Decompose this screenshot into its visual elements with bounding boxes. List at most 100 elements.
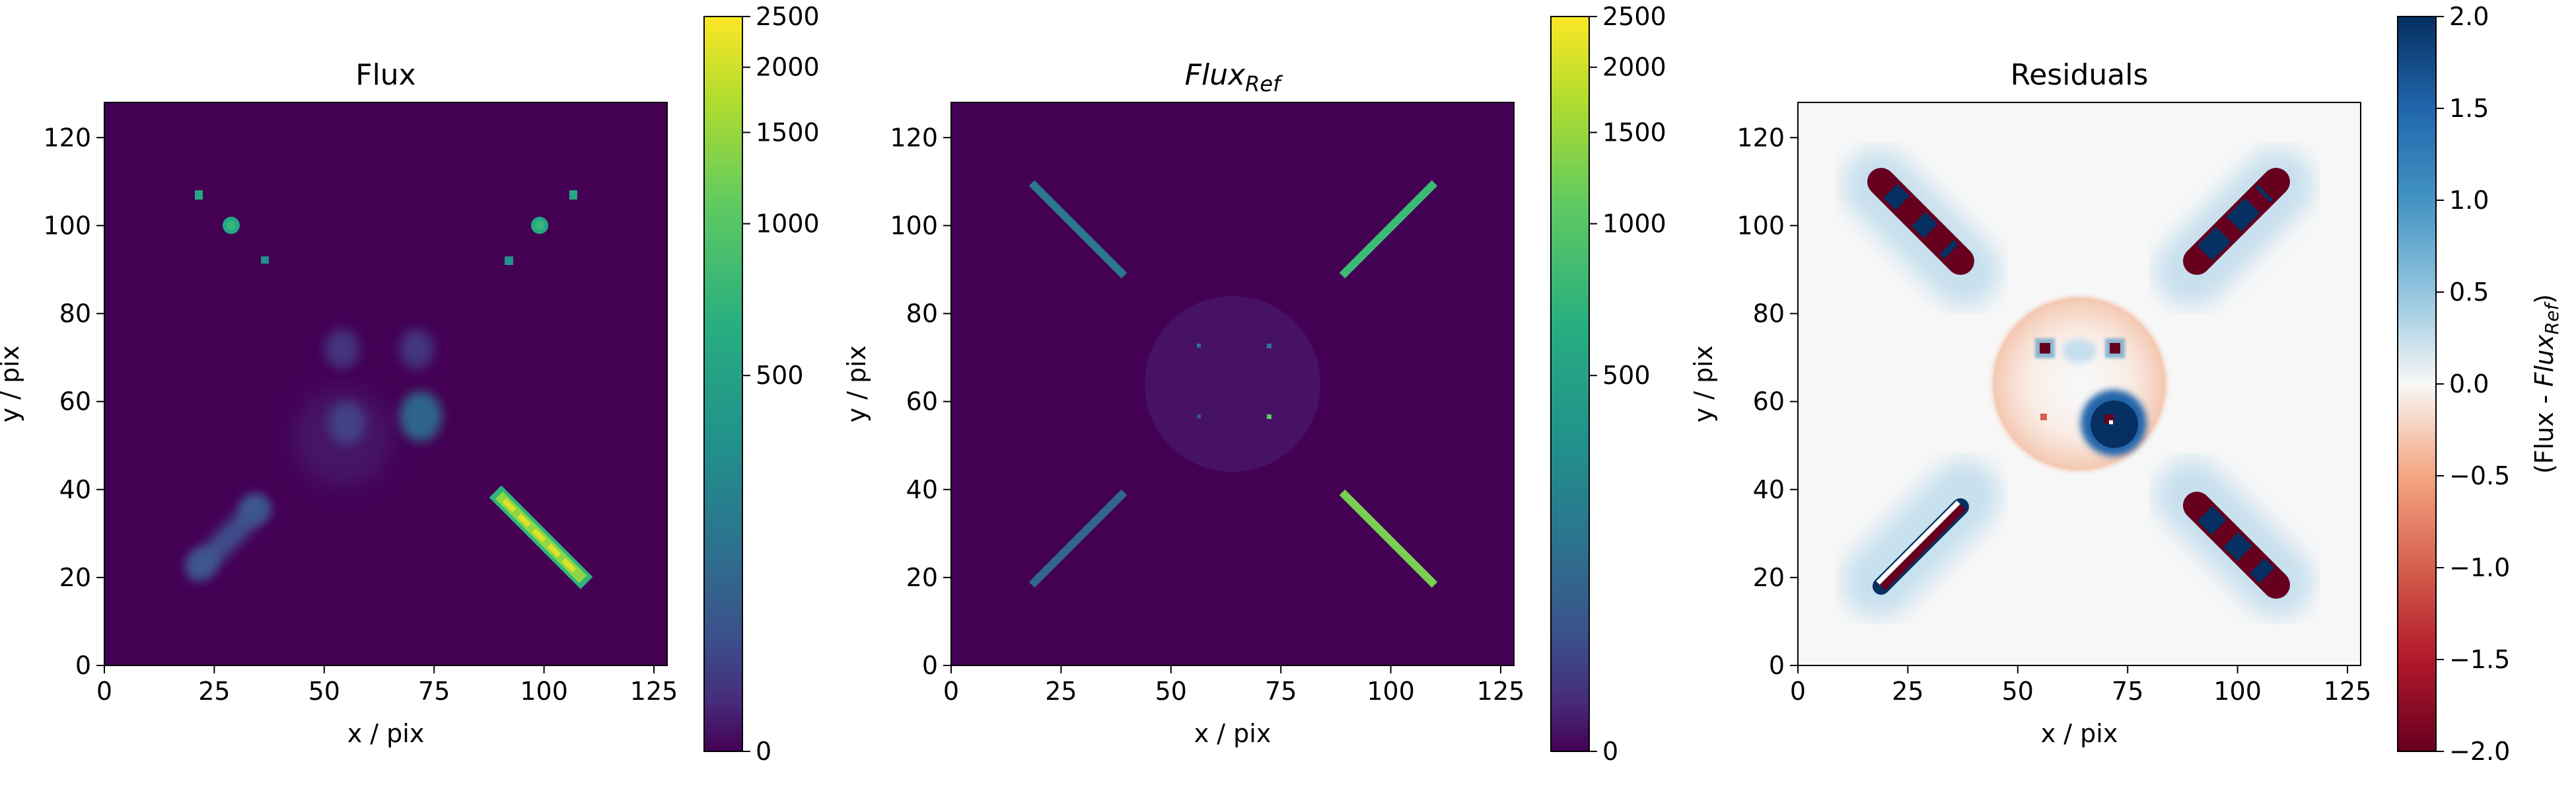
y-axis: 0 20 40 60 80 100 120 xyxy=(890,123,951,680)
plot-frame xyxy=(950,102,1515,666)
residual-pixel xyxy=(2040,343,2050,354)
y-tick-label: 100 xyxy=(890,211,938,240)
blob xyxy=(328,402,365,444)
y-tick-label: 60 xyxy=(1753,387,1785,416)
colorbar-tick-label: 1000 xyxy=(1602,209,1666,239)
y-tick-label: 40 xyxy=(1753,475,1785,504)
panel-title-subscript: Ref xyxy=(1245,71,1283,96)
y-tick-label: 40 xyxy=(59,475,91,504)
panel-title: Residuals xyxy=(2011,58,2149,92)
colorbar-label-suffix: ) xyxy=(2530,294,2559,304)
x-tick-label: 25 xyxy=(1045,677,1077,706)
colorbar-tick-label: 2000 xyxy=(756,53,820,82)
point-source xyxy=(1197,344,1201,348)
y-tick-label: 100 xyxy=(1736,211,1785,240)
x-tick-label: 25 xyxy=(1892,677,1923,706)
residual-pixel xyxy=(2040,414,2047,420)
x-tick-label: 100 xyxy=(520,677,568,706)
colorbar-frame xyxy=(703,16,743,752)
panel-residuals: Residuals xyxy=(1689,58,2371,748)
panel-title-base: Flux xyxy=(1185,58,1246,92)
colorbar-tick-label: 500 xyxy=(756,361,804,390)
y-tick-label: 0 xyxy=(1769,651,1785,680)
colorbar-ticks: 0 500 1000 1500 2000 2500 xyxy=(1589,2,1666,766)
y-tick-label: 40 xyxy=(906,475,938,504)
x-tick-label: 50 xyxy=(1155,677,1187,706)
y-tick-label: 60 xyxy=(906,387,938,416)
streak xyxy=(1028,489,1127,588)
blob xyxy=(400,391,442,441)
y-tick-label: 100 xyxy=(43,211,91,240)
x-axis-label: x / pix xyxy=(347,719,425,748)
heatmap-flux xyxy=(104,102,667,665)
panel-title: Flux xyxy=(355,58,415,92)
y-tick-label: 120 xyxy=(1736,123,1785,152)
x-tick-label: 50 xyxy=(308,677,340,706)
center-blob-core xyxy=(2091,400,2138,448)
y-axis: 0 20 40 60 80 100 120 xyxy=(43,123,104,680)
colorbar-tick-label: 1500 xyxy=(1602,118,1666,147)
streak xyxy=(1339,180,1438,279)
y-axis-label: y / pix xyxy=(842,346,871,423)
y-tick-label: 20 xyxy=(906,563,938,592)
x-tick-label: 125 xyxy=(1477,677,1525,706)
plot-frame xyxy=(104,102,668,666)
x-tick-label: 0 xyxy=(943,677,959,706)
panel-title: FluxRef xyxy=(1185,58,1283,96)
colorbar-flux-ref: 0 500 1000 1500 2000 2500 xyxy=(1550,2,1666,766)
stripe-inner xyxy=(1879,504,1966,591)
streak xyxy=(1339,489,1438,588)
colorbar-label-prefix: (Flux - xyxy=(2530,387,2559,474)
colorbar-label-base: Flux xyxy=(2530,334,2559,387)
bright-streak xyxy=(489,485,593,589)
heatmap-flux-ref xyxy=(951,102,1514,665)
x-tick-label: 50 xyxy=(2002,677,2034,706)
x-tick-label: 125 xyxy=(2324,677,2372,706)
reference-streaks xyxy=(1028,180,1438,588)
colorbar-label: (Flux - FluxRef) xyxy=(2530,294,2563,474)
plot-frame xyxy=(1797,102,2361,666)
point-source xyxy=(1267,414,1271,419)
x-axis-label: x / pix xyxy=(2041,719,2118,748)
y-axis-label: y / pix xyxy=(1689,346,1718,423)
colorbar-tick-label: 1000 xyxy=(756,209,820,239)
y-tick-label: 0 xyxy=(922,651,938,680)
y-tick-label: 80 xyxy=(59,299,91,328)
y-tick-label: 120 xyxy=(43,123,91,152)
colorbar-tick-label: 0.5 xyxy=(2449,278,2489,307)
streak-core xyxy=(502,498,580,576)
y-tick-label: 20 xyxy=(59,563,91,592)
colorbar-tick-label: −1.0 xyxy=(2449,553,2510,582)
point-sources xyxy=(195,190,577,265)
y-tick-label: 20 xyxy=(1753,563,1785,592)
x-tick-label: 100 xyxy=(2213,677,2262,706)
residual-stripes xyxy=(1867,168,2290,599)
colorbar-tick-label: 2.0 xyxy=(2449,2,2489,31)
x-axis: 0 25 50 75 100 125 xyxy=(943,665,1524,706)
point-source xyxy=(505,256,513,265)
x-tick-label: 75 xyxy=(418,677,450,706)
x-tick-label: 25 xyxy=(198,677,230,706)
colorbar-tick-label: 1.0 xyxy=(2449,186,2489,215)
reference-disk xyxy=(1145,296,1320,472)
colorbar-tick-label: −1.5 xyxy=(2449,645,2510,674)
x-tick-label: 100 xyxy=(1367,677,1415,706)
heatmap-residuals xyxy=(1798,102,2361,665)
x-tick-label: 75 xyxy=(2112,677,2143,706)
colorbar-tick-label: 500 xyxy=(1602,361,1651,390)
colorbar-tick-label: −0.5 xyxy=(2449,461,2510,490)
y-tick-label: 80 xyxy=(1753,299,1785,328)
x-tick-label: 75 xyxy=(1265,677,1297,706)
point-source-core xyxy=(535,221,544,230)
colorbar-tick-label: 0.0 xyxy=(2449,369,2489,398)
point-source xyxy=(569,190,577,200)
x-axis: 0 25 50 75 100 125 xyxy=(96,665,678,706)
colorbar-ticks: 0 500 1000 1500 2000 2500 xyxy=(742,2,820,766)
residual-ring xyxy=(1987,291,2172,476)
center-pixel xyxy=(2109,420,2113,424)
colorbar-ticks: −2.0 −1.5 −1.0 −0.5 0.0 0.5 1.0 1.5 2.0 xyxy=(2436,2,2510,766)
colorbar-tick-label: 1500 xyxy=(756,118,820,147)
colorbar-label-subscript: Ref xyxy=(2541,301,2563,335)
center-blob xyxy=(2062,339,2096,363)
